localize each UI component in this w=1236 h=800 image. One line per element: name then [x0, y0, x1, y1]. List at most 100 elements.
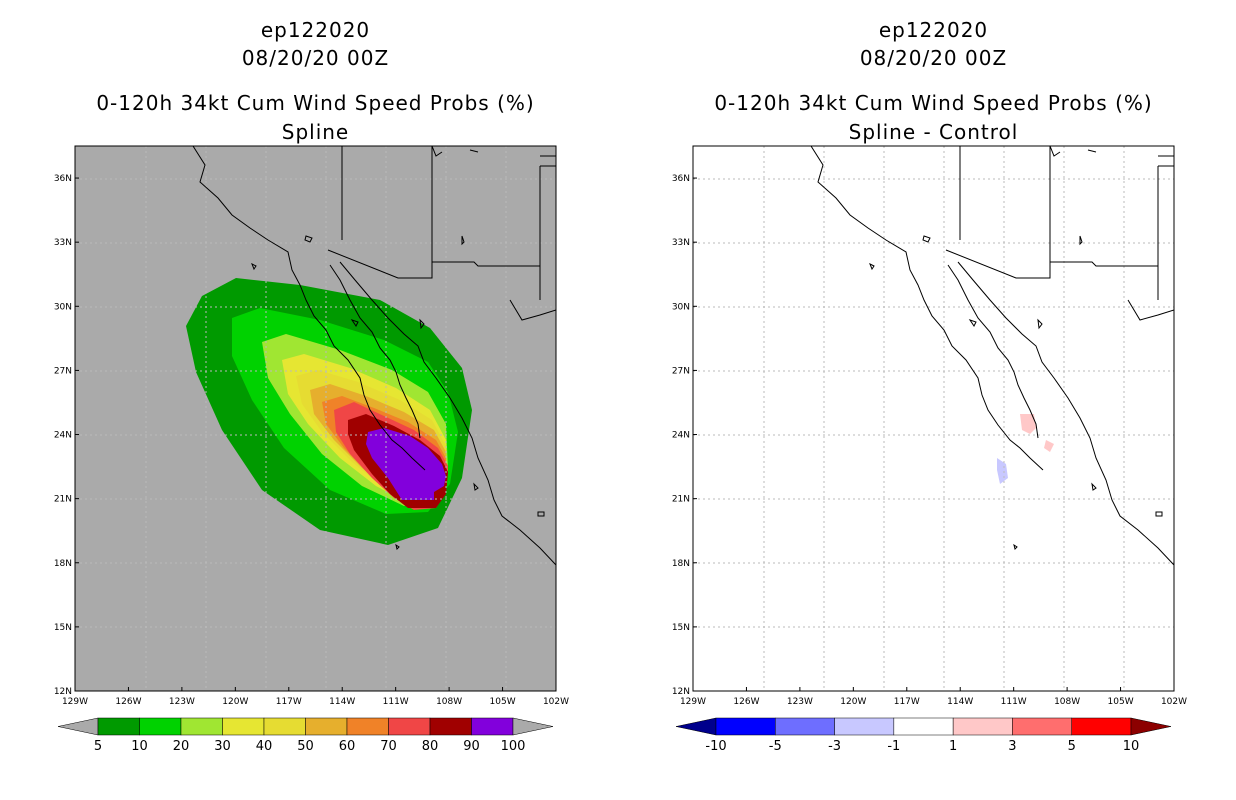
- probability-contours: [75, 146, 556, 691]
- colorbar-swatch: [388, 717, 431, 736]
- lat-tick-label: 18N: [672, 559, 690, 569]
- lat-tick-label: 33N: [672, 238, 690, 248]
- colorbar-swatch: [180, 717, 223, 736]
- left-date: 08/20/20 00Z: [241, 46, 390, 70]
- colorbar-swatch: [222, 717, 265, 736]
- colorbar-swatch: [952, 717, 1013, 736]
- lat-tick-label: 21N: [54, 495, 72, 505]
- lat-tick-label: 36N: [54, 174, 72, 184]
- lon-tick-label: 120W: [840, 697, 866, 707]
- colorbar-label: -3: [828, 739, 841, 754]
- lon-tick-label: 123W: [787, 697, 813, 707]
- lat-tick-label: 36N: [672, 174, 690, 184]
- colorbar-high-triangle: [512, 717, 554, 736]
- left-variant-title: Spline: [281, 120, 350, 144]
- right-product-title: 0-120h 34kt Cum Wind Speed Probs (%): [714, 91, 1153, 115]
- colorbar-label: -10: [705, 739, 726, 754]
- right-storm-id: ep122020: [878, 18, 989, 42]
- right-map: 129W 126W 123W 120W 117W 114W 111W 108W 105W 102W…: [672, 145, 1187, 707]
- colorbar-swatch: [1012, 717, 1072, 736]
- colorbar-swatch: [834, 717, 895, 736]
- colorbar-swatch: [715, 717, 776, 736]
- lon-tick-label: 129W: [680, 697, 706, 707]
- colorbar-label: 70: [380, 739, 397, 754]
- lon-tick-label: 114W: [329, 697, 355, 707]
- left-map: 129W 126W 123W 120W 117W 114W 111W 108W 105W 102W…: [54, 145, 569, 707]
- lat-tick-label: 18N: [54, 559, 72, 569]
- colorbar-swatch: [471, 717, 514, 736]
- left-axis-labels: 129W 126W 123W 120W 117W 114W 111W 108W 105W 102W…: [54, 174, 569, 707]
- lon-tick-label: 111W: [383, 697, 409, 707]
- colorbar-label: 10: [1123, 739, 1140, 754]
- colorbar-label: 80: [422, 739, 439, 754]
- colorbar-label: 3: [1008, 739, 1016, 754]
- lat-tick-label: 21N: [672, 495, 690, 505]
- colorbar-label: -1: [887, 739, 900, 754]
- colorbar-swatch: [263, 717, 306, 736]
- diff-positive-patch-1: [1020, 414, 1036, 434]
- lon-tick-label: 123W: [169, 697, 195, 707]
- lat-tick-label: 30N: [54, 302, 72, 312]
- colorbar-swatch: [893, 717, 954, 736]
- colorbar-label: 5: [1068, 739, 1076, 754]
- difference-contours: [693, 146, 1174, 691]
- lat-tick-label: 24N: [54, 431, 72, 441]
- colorbar-swatch: [305, 717, 348, 736]
- colorbar-low-triangle: [675, 717, 717, 736]
- colorbar-label: 100: [501, 739, 526, 754]
- lon-tick-label: 117W: [276, 697, 302, 707]
- colorbar-label: 30: [214, 739, 231, 754]
- right-axis-labels: 129W 126W 123W 120W 117W 114W 111W 108W 105W 102W…: [672, 174, 1187, 707]
- colorbar-label: 40: [256, 739, 273, 754]
- colorbar-swatch: [346, 717, 389, 736]
- lon-tick-label: 108W: [436, 697, 462, 707]
- lon-tick-label: 114W: [947, 697, 973, 707]
- right-map-background: [693, 146, 1174, 691]
- lat-tick-label: 15N: [672, 623, 690, 633]
- right-date: 08/20/20 00Z: [859, 46, 1008, 70]
- right-map-frame: [692, 145, 1175, 692]
- lon-tick-label: 102W: [1161, 697, 1187, 707]
- left-colorbar: 5 10 20 30 40 50 60 70 80 90 100: [57, 717, 554, 754]
- diff-negative-patch: [997, 458, 1008, 484]
- colorbar-high-triangle: [1130, 717, 1172, 736]
- lon-tick-label: 111W: [1001, 697, 1027, 707]
- lat-tick-label: 12N: [54, 687, 72, 697]
- lat-tick-label: 30N: [672, 302, 690, 312]
- left-product-title: 0-120h 34kt Cum Wind Speed Probs (%): [96, 91, 535, 115]
- colorbar-label: -5: [769, 739, 782, 754]
- lon-tick-label: 105W: [490, 697, 516, 707]
- colorbar-label: 5: [94, 739, 102, 754]
- lon-tick-label: 108W: [1054, 697, 1080, 707]
- right-colorbar: -10 -5 -3 -1 1 3 5 10: [675, 717, 1172, 754]
- lon-tick-label: 120W: [222, 697, 248, 707]
- colorbar-label: 1: [949, 739, 957, 754]
- lat-tick-label: 27N: [54, 366, 72, 376]
- colorbar-swatch: [1071, 717, 1132, 736]
- left-storm-id: ep122020: [260, 18, 371, 42]
- lat-tick-label: 33N: [54, 238, 72, 248]
- left-map-frame: [74, 145, 557, 692]
- colorbar-low-triangle: [57, 717, 99, 736]
- colorbar-swatch: [139, 717, 182, 736]
- lat-tick-label: 12N: [672, 687, 690, 697]
- colorbar-label: 90: [463, 739, 480, 754]
- colorbar-label: 50: [297, 739, 314, 754]
- lon-tick-label: 126W: [733, 697, 759, 707]
- right-variant-title: Spline - Control: [848, 120, 1019, 144]
- lon-tick-label: 105W: [1108, 697, 1134, 707]
- lat-tick-label: 24N: [672, 431, 690, 441]
- diff-positive-patch-2: [1044, 440, 1054, 452]
- colorbar-swatch: [97, 717, 140, 736]
- colorbar-label: 60: [339, 739, 356, 754]
- lon-tick-label: 117W: [894, 697, 920, 707]
- lon-tick-label: 129W: [62, 697, 88, 707]
- colorbar-swatch: [775, 717, 835, 736]
- colorbar-swatch: [429, 717, 472, 736]
- colorbar-label: 10: [131, 739, 148, 754]
- lon-tick-label: 102W: [543, 697, 569, 707]
- lat-tick-label: 27N: [672, 366, 690, 376]
- lon-tick-label: 126W: [115, 697, 141, 707]
- lat-tick-label: 15N: [54, 623, 72, 633]
